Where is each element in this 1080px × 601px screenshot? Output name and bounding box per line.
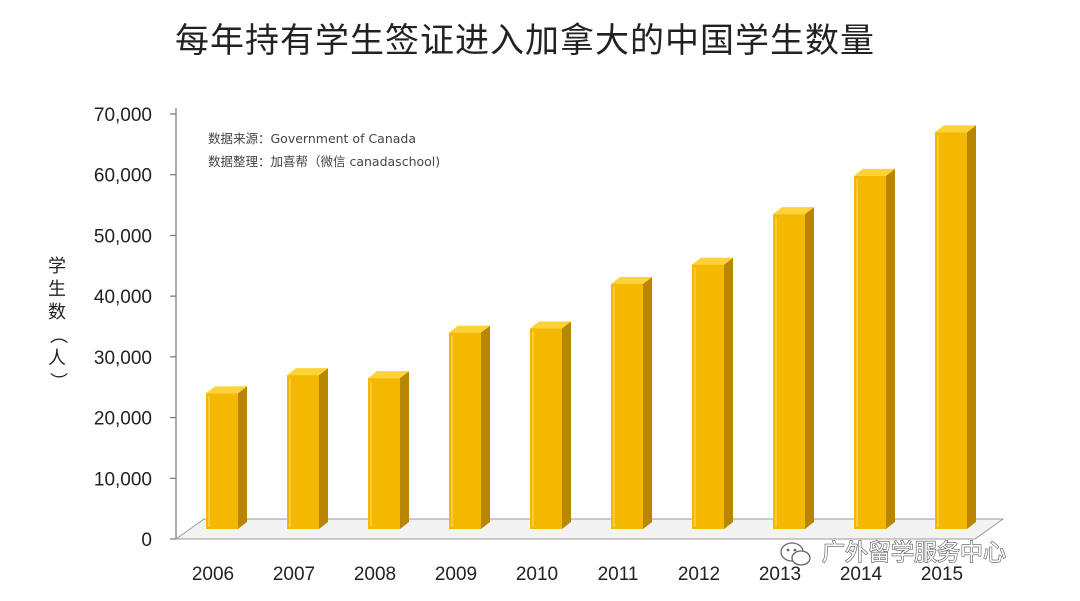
bar-side	[400, 371, 409, 529]
bar-front	[530, 328, 562, 529]
y-tick-label: 70,000	[94, 105, 152, 126]
bar-front	[206, 393, 238, 529]
bar-front	[611, 284, 643, 529]
y-tick-label: 10,000	[94, 469, 152, 490]
bar-2008	[368, 371, 409, 529]
bar-side	[886, 168, 895, 529]
chart-title: 每年持有学生签证进入加拿大的中国学生数量	[175, 21, 875, 61]
bar-2007	[287, 368, 328, 529]
x-axis: 2006 2007 2008 2009 2010 2011 2012 2013 2014 2015	[192, 564, 963, 585]
bar-side	[562, 321, 571, 529]
bar-front	[449, 332, 481, 529]
bar-side	[643, 277, 652, 529]
bar-2011	[611, 277, 652, 529]
bar-top	[854, 168, 895, 176]
bar-top	[287, 368, 328, 376]
y-axis-label-char: ）	[47, 372, 68, 390]
bar-front	[773, 214, 805, 529]
x-tick-label: 2014	[840, 564, 883, 585]
bar-front	[692, 264, 724, 529]
y-tick-label: 0	[141, 530, 152, 551]
source-annotations: 数据来源：Government of Canada 数据整理：加喜帮（微信 ca…	[208, 131, 440, 169]
x-tick-label: 2010	[516, 564, 558, 585]
y-tick-label: 50,000	[94, 226, 152, 247]
bar-side	[238, 386, 247, 529]
x-tick-label: 2009	[435, 564, 477, 585]
bar-2013	[773, 207, 814, 529]
bar-top	[935, 125, 976, 133]
source-annotation-1: 数据来源：Government of Canada	[208, 131, 416, 146]
x-tick-label: 2015	[921, 564, 963, 585]
bar-top	[611, 277, 652, 284]
bar-side	[481, 325, 490, 529]
x-tick-label: 2012	[678, 564, 720, 585]
watermark: 广外留学服务中心	[780, 539, 1007, 567]
bar-front	[935, 132, 967, 529]
y-axis-label-char: 人	[48, 348, 66, 369]
x-tick-label: 2011	[598, 564, 639, 585]
y-tick-label: 30,000	[94, 348, 152, 369]
y-tick-label: 40,000	[94, 287, 152, 308]
bars	[206, 125, 976, 529]
y-axis-label-char: 生	[48, 279, 66, 300]
y-tick-label: 20,000	[94, 409, 152, 430]
y-axis-label-char: （	[47, 326, 68, 344]
bar-2014	[854, 168, 895, 529]
bar-2009	[449, 325, 490, 529]
bar-top	[206, 386, 247, 394]
y-axis-label: 学生数 （ 人 ）	[47, 256, 68, 390]
y-axis-label-char: 学	[48, 256, 66, 277]
bar-side	[319, 368, 328, 529]
bar-side	[967, 125, 976, 529]
bar-side	[805, 207, 814, 529]
bar-front	[368, 378, 400, 529]
bar-front	[854, 175, 886, 529]
bar-2010	[530, 321, 571, 529]
bar-2012	[692, 257, 733, 529]
x-tick-label: 2013	[759, 564, 801, 585]
wechat-icon	[780, 542, 811, 566]
y-axis: 0 10,000 20,000 30,000 40,000 50,000 60,000 70,…	[94, 105, 177, 551]
bar-top	[368, 371, 409, 379]
x-tick-label: 2007	[273, 564, 315, 585]
bar-2015	[935, 125, 976, 529]
x-tick-label: 2006	[192, 564, 234, 585]
bar-2006	[206, 386, 247, 529]
watermark-text: 广外留学服务中心	[822, 540, 1006, 566]
bar-top	[773, 207, 814, 215]
y-tick-label: 60,000	[94, 166, 152, 187]
bar-top	[692, 257, 733, 265]
bar-top	[449, 325, 490, 333]
bar-side	[724, 257, 733, 529]
bar-front	[287, 375, 319, 529]
x-tick-label: 2008	[354, 564, 396, 585]
bar-top	[530, 321, 571, 329]
y-axis-label-char: 数	[48, 302, 66, 323]
source-annotation-2: 数据整理：加喜帮（微信 canadaschool)	[208, 154, 440, 169]
